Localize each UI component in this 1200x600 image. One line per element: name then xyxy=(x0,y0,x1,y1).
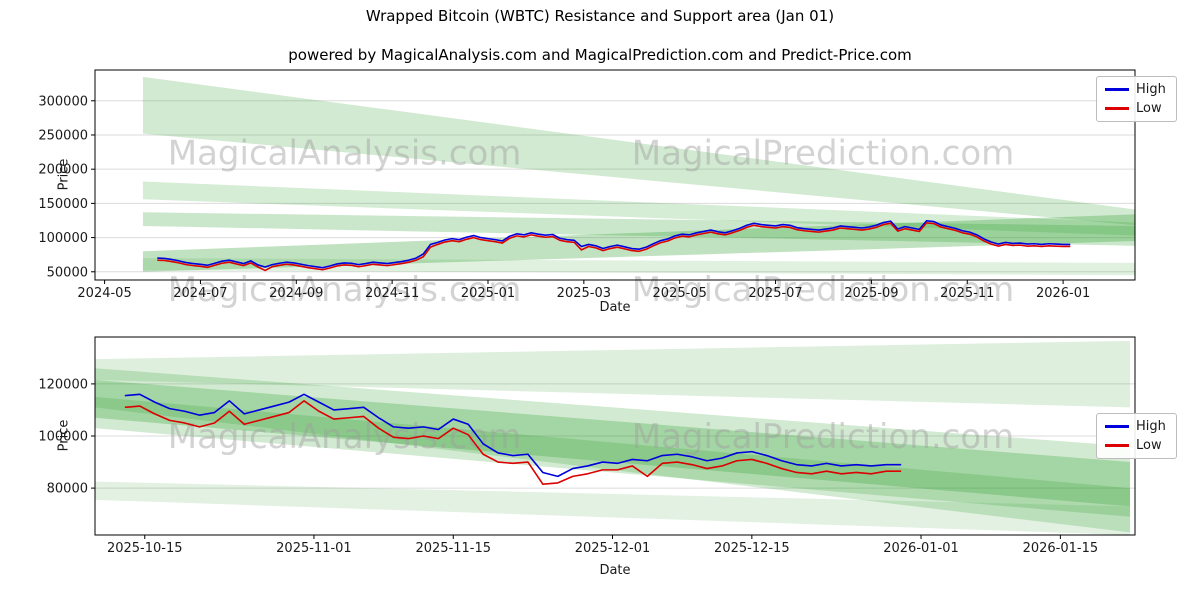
y-tick-label: 200000 xyxy=(38,163,88,178)
legend-entry-high: High xyxy=(1105,420,1166,433)
x-tick-label: 2025-10-15 xyxy=(107,541,183,556)
series-high-line xyxy=(157,220,1071,269)
x-tick-label: 2026-01-15 xyxy=(1023,541,1099,556)
high-line-sample xyxy=(1105,88,1129,91)
watermark-text: MagicalAnalysis.com xyxy=(168,417,522,457)
chart-2: MagicalAnalysis.com MagicalPrediction.com… xyxy=(38,336,1136,556)
x-tick-label: 2024-09 xyxy=(269,286,323,301)
legend-label-low: Low xyxy=(1136,438,1162,453)
x-tick-label: 2024-07 xyxy=(173,286,227,301)
chart-1: MagicalAnalysis.com MagicalPrediction.com… xyxy=(38,69,1136,310)
support-resistance-band xyxy=(142,76,1135,226)
series-low-line xyxy=(124,400,902,485)
x-tick-label: 2025-11-01 xyxy=(276,541,352,556)
series-high-line xyxy=(124,393,902,478)
support-resistance-band xyxy=(142,214,1135,272)
x-tick-label: 2025-11-15 xyxy=(415,541,491,556)
x-tick-label: 2025-05 xyxy=(653,286,707,301)
support-resistance-band xyxy=(95,368,1131,533)
x-tick-label: 2024-05 xyxy=(77,286,131,301)
legend-entry-high: High xyxy=(1105,83,1166,96)
x-tick-label: 2026-01-01 xyxy=(883,541,959,556)
x-tick-label: 2025-12-01 xyxy=(575,541,651,556)
figure-title: Wrapped Bitcoin (WBTC) Resistance and Su… xyxy=(365,7,835,25)
low-line-sample xyxy=(1105,444,1129,447)
x-tick-label: 2024-11 xyxy=(365,286,419,301)
support-resistance-band xyxy=(95,379,1131,507)
support-resistance-band xyxy=(142,212,1135,246)
figure-subtitle: powered by MagicalAnalysis.com and Magic… xyxy=(288,46,912,64)
legend-label-high: High xyxy=(1136,82,1166,97)
chart1-ylabel: Price xyxy=(56,158,72,191)
y-tick-label: 120000 xyxy=(38,377,88,392)
legend-entry-low: Low xyxy=(1105,102,1166,115)
y-tick-label: 250000 xyxy=(38,128,88,143)
low-line-sample xyxy=(1105,107,1129,110)
watermark-text: MagicalAnalysis.com xyxy=(168,134,522,174)
y-tick-label: 50000 xyxy=(47,265,88,280)
chart2-xlabel: Date xyxy=(599,563,631,578)
y-tick-label: 300000 xyxy=(38,94,88,109)
watermark-text: MagicalPrediction.com xyxy=(632,134,1015,174)
x-tick-label: 2025-09 xyxy=(844,286,898,301)
legend-chart1: High Low xyxy=(1096,76,1177,122)
high-line-sample xyxy=(1105,425,1129,428)
x-tick-label: 2025-01 xyxy=(461,286,515,301)
legend-entry-low: Low xyxy=(1105,439,1166,452)
watermark-text: MagicalPrediction.com xyxy=(632,417,1015,457)
chart1-xlabel: Date xyxy=(599,300,631,315)
chart2-ylabel: Price xyxy=(56,419,72,452)
legend-label-high: High xyxy=(1136,419,1166,434)
x-tick-label: 2025-11 xyxy=(940,286,994,301)
series-low-line xyxy=(157,222,1071,272)
y-tick-label: 100000 xyxy=(38,430,88,445)
legend-label-low: Low xyxy=(1136,101,1162,116)
support-resistance-band xyxy=(95,396,1131,517)
plot-border xyxy=(94,69,1136,281)
y-tick-label: 150000 xyxy=(38,197,88,212)
x-tick-label: 2025-12-15 xyxy=(714,541,790,556)
legend-chart2: High Low xyxy=(1096,413,1177,459)
x-tick-label: 2025-03 xyxy=(557,286,611,301)
y-tick-label: 100000 xyxy=(38,231,88,246)
x-tick-label: 2025-07 xyxy=(748,286,802,301)
x-tick-label: 2026-01 xyxy=(1036,286,1090,301)
support-resistance-band xyxy=(95,340,1131,408)
y-tick-label: 80000 xyxy=(47,482,88,497)
watermark-text: MagicalAnalysis.com xyxy=(168,270,522,310)
watermark-text: MagicalPrediction.com xyxy=(632,270,1015,310)
support-resistance-band xyxy=(95,481,1131,535)
